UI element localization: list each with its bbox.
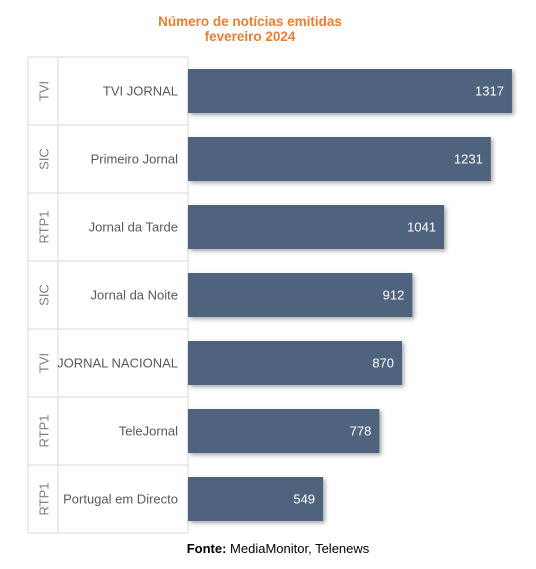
data-label: 778: [350, 424, 372, 439]
channel-group-label: RTP1: [37, 211, 52, 244]
bar: [188, 205, 445, 249]
bar: [188, 341, 403, 385]
category-label: Jornal da Tarde: [89, 220, 178, 235]
channel-group-label: SIC: [37, 284, 52, 306]
bar: [188, 409, 380, 453]
channel-group-label: RTP1: [37, 483, 52, 516]
data-label: 1041: [407, 220, 436, 235]
bar: [188, 477, 324, 521]
category-label: Portugal em Directo: [63, 492, 178, 507]
category-label: TeleJornal: [119, 424, 178, 439]
data-label: 870: [372, 356, 394, 371]
chart-subtitle: fevereiro 2024: [204, 29, 296, 44]
data-label: 912: [383, 288, 405, 303]
channel-group-label: TVI: [37, 81, 52, 101]
labels-group: 1317 TVI JORNAL TVI 1231 Primeiro Jornal SIC 1…: [37, 81, 504, 516]
bar: [188, 137, 491, 181]
category-label: Jornal da Noite: [91, 288, 178, 303]
data-label: 1231: [454, 152, 483, 167]
channel-group-label: RTP1: [37, 415, 52, 448]
bar: [188, 69, 512, 113]
data-label: 549: [293, 492, 315, 507]
channel-group-label: TVI: [37, 353, 52, 373]
category-label: JORNAL NACIONAL: [57, 356, 178, 371]
data-label: 1317: [475, 84, 504, 99]
category-label: TVI JORNAL: [103, 84, 178, 99]
source-text: MediaMonitor, Telenews: [226, 541, 370, 556]
category-label: Primeiro Jornal: [91, 152, 179, 167]
chart-title-block: Número de notícias emitidas fevereiro 20…: [0, 14, 500, 44]
bar: [188, 273, 413, 317]
source-note: Fonte: MediaMonitor, Telenews: [0, 541, 536, 556]
chart-title: Número de notícias emitidas: [158, 14, 342, 29]
bars-group: [188, 69, 512, 521]
channel-group-label: SIC: [37, 148, 52, 170]
source-label: Fonte:: [186, 541, 227, 556]
